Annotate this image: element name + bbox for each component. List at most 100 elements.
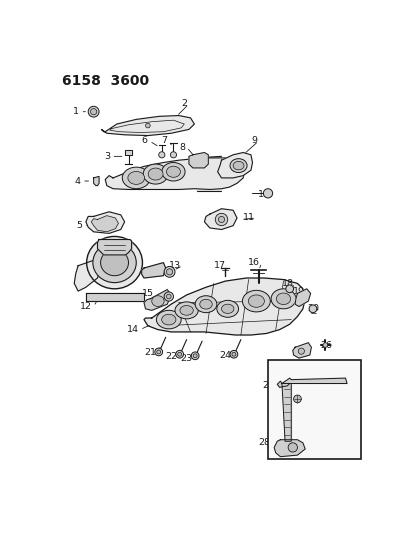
Polygon shape <box>101 116 194 135</box>
Text: 23: 23 <box>181 353 193 362</box>
Circle shape <box>286 285 294 293</box>
Ellipse shape <box>195 296 217 313</box>
Text: 6: 6 <box>142 136 148 146</box>
Circle shape <box>309 305 317 313</box>
Circle shape <box>88 106 99 117</box>
Text: 3: 3 <box>104 152 110 161</box>
Text: 27: 27 <box>262 381 274 390</box>
Polygon shape <box>204 209 237 230</box>
Polygon shape <box>98 239 132 255</box>
Polygon shape <box>105 158 245 189</box>
Text: 26: 26 <box>320 341 333 350</box>
Ellipse shape <box>101 249 129 276</box>
Ellipse shape <box>122 167 150 189</box>
Circle shape <box>166 269 173 275</box>
Circle shape <box>230 350 238 358</box>
Circle shape <box>164 292 173 301</box>
Polygon shape <box>189 152 208 168</box>
Text: 28: 28 <box>258 438 271 447</box>
Circle shape <box>232 352 236 356</box>
Text: 9: 9 <box>251 136 257 146</box>
Circle shape <box>178 352 182 356</box>
Text: 17: 17 <box>214 261 226 270</box>
Circle shape <box>323 343 328 348</box>
Circle shape <box>164 266 175 277</box>
Polygon shape <box>86 212 124 233</box>
Text: 6158  3600: 6158 3600 <box>62 74 149 88</box>
Text: 15: 15 <box>142 289 154 298</box>
Circle shape <box>263 189 273 198</box>
Circle shape <box>166 294 171 299</box>
Polygon shape <box>144 289 171 310</box>
Text: 18: 18 <box>282 279 294 288</box>
Text: 2: 2 <box>182 100 187 109</box>
Circle shape <box>91 109 97 115</box>
Text: 25: 25 <box>293 346 305 355</box>
Polygon shape <box>93 176 99 185</box>
Ellipse shape <box>152 296 164 306</box>
Text: 16: 16 <box>248 258 260 267</box>
Ellipse shape <box>276 293 290 304</box>
Text: 7: 7 <box>161 136 167 146</box>
Ellipse shape <box>156 310 181 329</box>
Ellipse shape <box>233 161 244 170</box>
Polygon shape <box>142 263 166 278</box>
Text: 11: 11 <box>243 213 255 222</box>
Polygon shape <box>144 278 305 335</box>
Text: 1: 1 <box>73 107 79 116</box>
Circle shape <box>171 152 177 158</box>
Polygon shape <box>274 440 305 457</box>
Ellipse shape <box>86 237 142 289</box>
Ellipse shape <box>93 243 136 282</box>
Ellipse shape <box>128 172 144 184</box>
Circle shape <box>298 348 304 354</box>
Circle shape <box>176 350 184 358</box>
Circle shape <box>146 123 150 128</box>
Ellipse shape <box>148 168 163 180</box>
Circle shape <box>157 350 161 354</box>
Text: 5: 5 <box>76 221 82 230</box>
Polygon shape <box>295 289 310 306</box>
Circle shape <box>218 216 224 223</box>
Text: 19: 19 <box>293 287 305 296</box>
FancyBboxPatch shape <box>268 360 361 459</box>
Ellipse shape <box>166 166 180 177</box>
Text: 8: 8 <box>179 143 185 151</box>
Polygon shape <box>86 294 144 301</box>
Ellipse shape <box>175 302 198 319</box>
Text: 10: 10 <box>258 190 271 199</box>
Text: 4: 4 <box>74 176 80 185</box>
Ellipse shape <box>271 289 296 309</box>
Ellipse shape <box>162 163 185 181</box>
Text: 13: 13 <box>169 261 181 270</box>
Circle shape <box>294 395 302 403</box>
Polygon shape <box>197 156 222 191</box>
Text: 24: 24 <box>220 351 232 360</box>
Text: 12: 12 <box>80 302 92 311</box>
Circle shape <box>215 213 228 225</box>
Circle shape <box>288 443 297 452</box>
Ellipse shape <box>143 164 168 184</box>
Polygon shape <box>277 378 347 387</box>
Polygon shape <box>217 152 253 178</box>
Ellipse shape <box>162 314 176 325</box>
Circle shape <box>159 152 165 158</box>
Polygon shape <box>74 260 101 291</box>
Ellipse shape <box>242 290 271 312</box>
Circle shape <box>193 354 197 358</box>
Text: 20: 20 <box>307 304 319 313</box>
Text: 21: 21 <box>144 348 156 357</box>
Polygon shape <box>91 216 118 232</box>
Text: 14: 14 <box>126 325 139 334</box>
Ellipse shape <box>180 305 193 315</box>
Text: 22: 22 <box>165 352 177 361</box>
Polygon shape <box>124 150 132 155</box>
Circle shape <box>155 348 163 356</box>
Polygon shape <box>282 384 291 441</box>
Polygon shape <box>293 343 311 358</box>
Ellipse shape <box>200 300 212 309</box>
Ellipse shape <box>230 159 247 173</box>
Ellipse shape <box>248 295 264 308</box>
Ellipse shape <box>222 304 234 313</box>
Ellipse shape <box>217 301 239 317</box>
